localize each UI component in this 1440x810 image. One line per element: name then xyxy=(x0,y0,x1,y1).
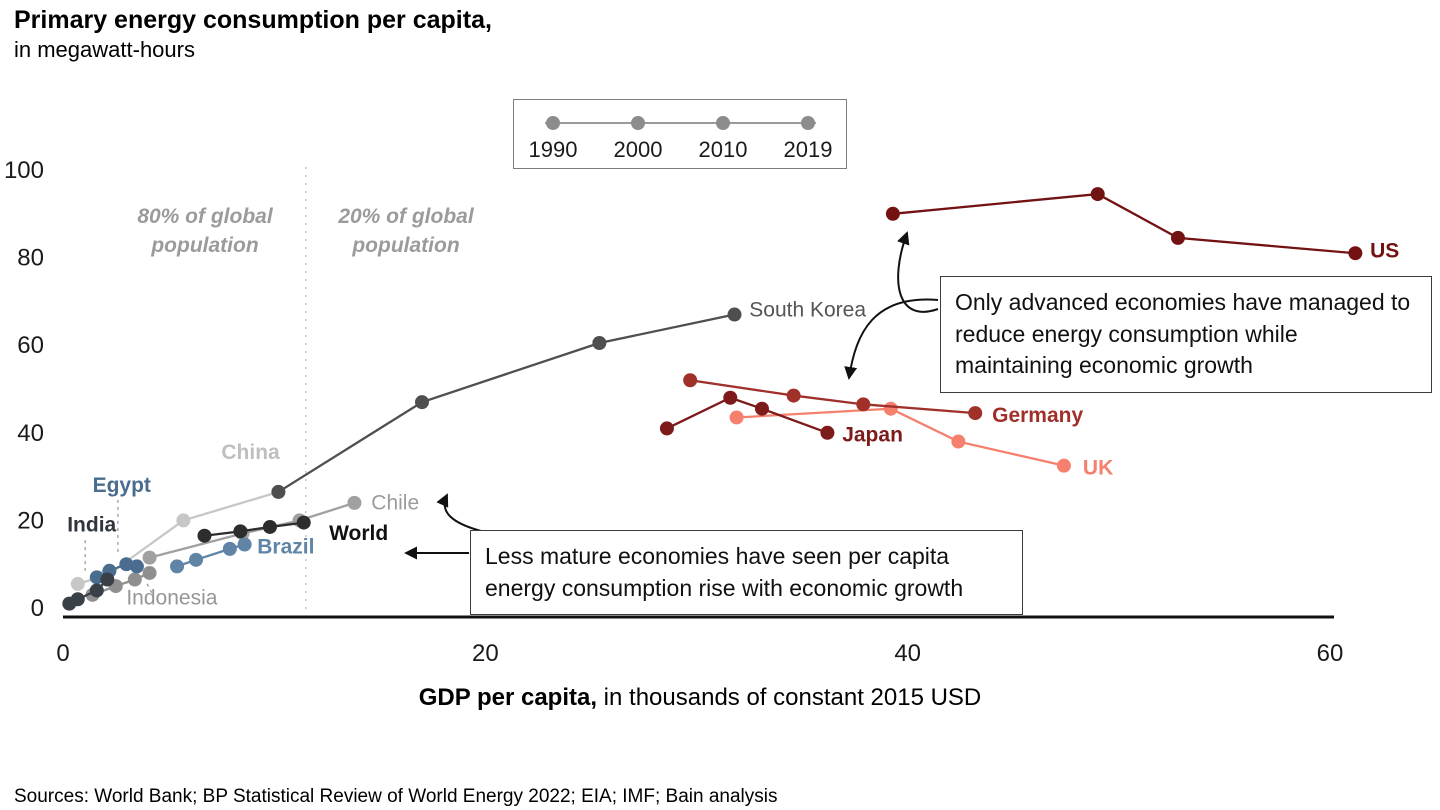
label-leader-indonesia xyxy=(144,580,153,593)
series-point-japan xyxy=(820,425,835,440)
series-point-south-korea xyxy=(271,484,286,499)
annotation-arrow xyxy=(897,231,939,313)
page-subtitle: in megawatt-hours xyxy=(14,37,195,62)
y-tick-label: 0 xyxy=(31,595,44,622)
series-point-chile xyxy=(142,550,157,565)
series-point-uk xyxy=(951,434,966,449)
series-point-us xyxy=(1170,230,1185,245)
legend-dot xyxy=(801,116,815,130)
y-tick-label: 20 xyxy=(17,507,44,534)
legend-dot xyxy=(716,116,730,130)
legend-year-label: 2019 xyxy=(784,137,833,162)
x-tick-label: 40 xyxy=(894,640,921,667)
series-line-brazil xyxy=(176,543,245,568)
series-label-world: World xyxy=(329,522,388,545)
series-label-indonesia: Indonesia xyxy=(126,586,217,609)
population-right-label: 20% of global population xyxy=(338,205,474,257)
series-point-china xyxy=(176,513,191,528)
annotation-arrow xyxy=(844,298,939,380)
series-line-us xyxy=(892,192,1356,255)
x-tick-label: 20 xyxy=(472,640,499,667)
series-label-brazil: Brazil xyxy=(257,535,314,558)
series-point-world xyxy=(262,519,277,534)
y-tick-label: 60 xyxy=(17,332,44,359)
series-point-egypt xyxy=(89,570,104,585)
legend-year-label: 2010 xyxy=(699,137,748,162)
annotation-arrow xyxy=(436,493,482,532)
legend-dot xyxy=(546,116,560,130)
legend-year-label: 1990 xyxy=(529,137,578,162)
series-label-south-korea: South Korea xyxy=(749,299,866,322)
series-line-south-korea xyxy=(277,313,735,493)
series-point-india xyxy=(70,592,85,607)
x-tick-label: 60 xyxy=(1317,640,1344,667)
x-axis-title-rest: in thousands of constant 2015 USD xyxy=(597,684,982,711)
series-point-brazil xyxy=(170,559,185,574)
series-label-uk: UK xyxy=(1083,456,1113,479)
legend: 1990 2000 2010 2019 xyxy=(513,99,847,169)
series-point-japan xyxy=(659,421,674,436)
series-label-japan: Japan xyxy=(842,424,903,447)
series-label-egypt: Egypt xyxy=(93,474,151,497)
series-point-uk xyxy=(1056,458,1071,473)
series-point-brazil xyxy=(237,537,252,552)
series-label-chile: Chile xyxy=(371,491,419,514)
series-point-south-korea xyxy=(727,307,742,322)
series-point-indonesia xyxy=(142,565,157,580)
series-point-germany xyxy=(786,388,801,403)
series-label-us: US xyxy=(1370,240,1399,263)
legend-year-label: 2000 xyxy=(614,137,663,162)
x-axis-title-bold: GDP per capita, xyxy=(418,684,598,711)
series-point-south-korea xyxy=(414,395,429,410)
series-point-uk xyxy=(883,401,898,416)
series-point-india xyxy=(100,572,115,587)
series-line-germany xyxy=(689,379,976,415)
series-point-india xyxy=(89,583,104,598)
series-label-china: China xyxy=(221,441,280,464)
series-point-world xyxy=(197,528,212,543)
series-point-germany xyxy=(968,406,983,421)
x-tick-label: 0 xyxy=(56,640,69,667)
y-tick-label: 100 xyxy=(4,157,44,184)
series-point-japan xyxy=(723,390,738,405)
legend-dot xyxy=(631,116,645,130)
series-point-uk xyxy=(729,410,744,425)
series-point-brazil xyxy=(189,552,204,567)
series-line-japan xyxy=(666,396,828,434)
series-point-egypt xyxy=(129,559,144,574)
series-point-japan xyxy=(754,401,769,416)
series-line-world xyxy=(204,521,304,537)
sources-note: Sources: World Bank; BP Statistical Revi… xyxy=(14,786,778,807)
series-point-indonesia xyxy=(127,572,142,587)
series-label-india: India xyxy=(67,513,116,536)
series-point-germany xyxy=(856,397,871,412)
annotation-less-mature: Less mature economies have seen per capi… xyxy=(470,530,1023,616)
y-tick-label: 80 xyxy=(17,245,44,272)
series-point-egypt xyxy=(119,557,134,572)
series-point-world xyxy=(296,515,311,530)
series-line-uk xyxy=(736,407,1065,467)
series-point-china xyxy=(70,576,85,591)
series-point-brazil xyxy=(222,541,237,556)
series-point-us xyxy=(1348,246,1363,261)
series-point-us xyxy=(1090,187,1105,202)
annotation-advanced-economies: Only advanced economies have managed to … xyxy=(940,276,1432,394)
series-point-chile xyxy=(347,495,362,510)
page-title: Primary energy consumption per capita, xyxy=(14,6,492,34)
series-point-us xyxy=(885,206,900,221)
series-point-south-korea xyxy=(592,336,607,351)
y-tick-label: 40 xyxy=(17,420,44,447)
series-line-indonesia xyxy=(92,571,151,596)
series-point-world xyxy=(233,524,248,539)
legend-timeline: 1990 2000 2010 2019 xyxy=(529,116,833,162)
population-left-label: 80% of global population xyxy=(137,205,273,257)
series-label-germany: Germany xyxy=(992,404,1083,427)
x-axis-title: GDP per capita, in thousands of constant… xyxy=(0,684,1400,712)
series-point-germany xyxy=(683,373,698,388)
